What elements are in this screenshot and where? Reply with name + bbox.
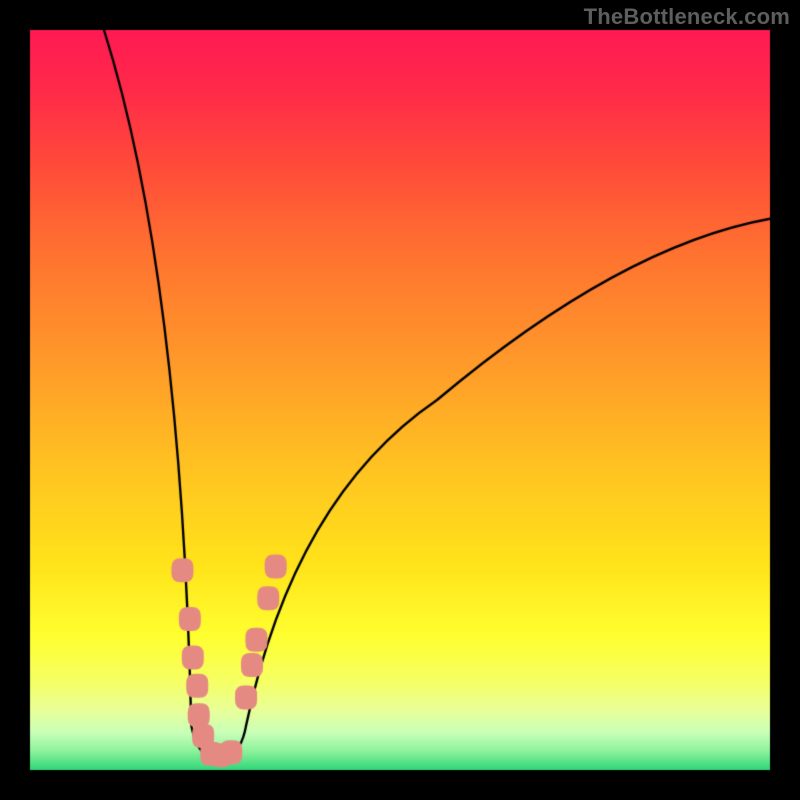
- chart-stage: TheBottleneck.com: [0, 0, 800, 800]
- watermark-text: TheBottleneck.com: [584, 4, 790, 30]
- chart-canvas: [0, 0, 800, 800]
